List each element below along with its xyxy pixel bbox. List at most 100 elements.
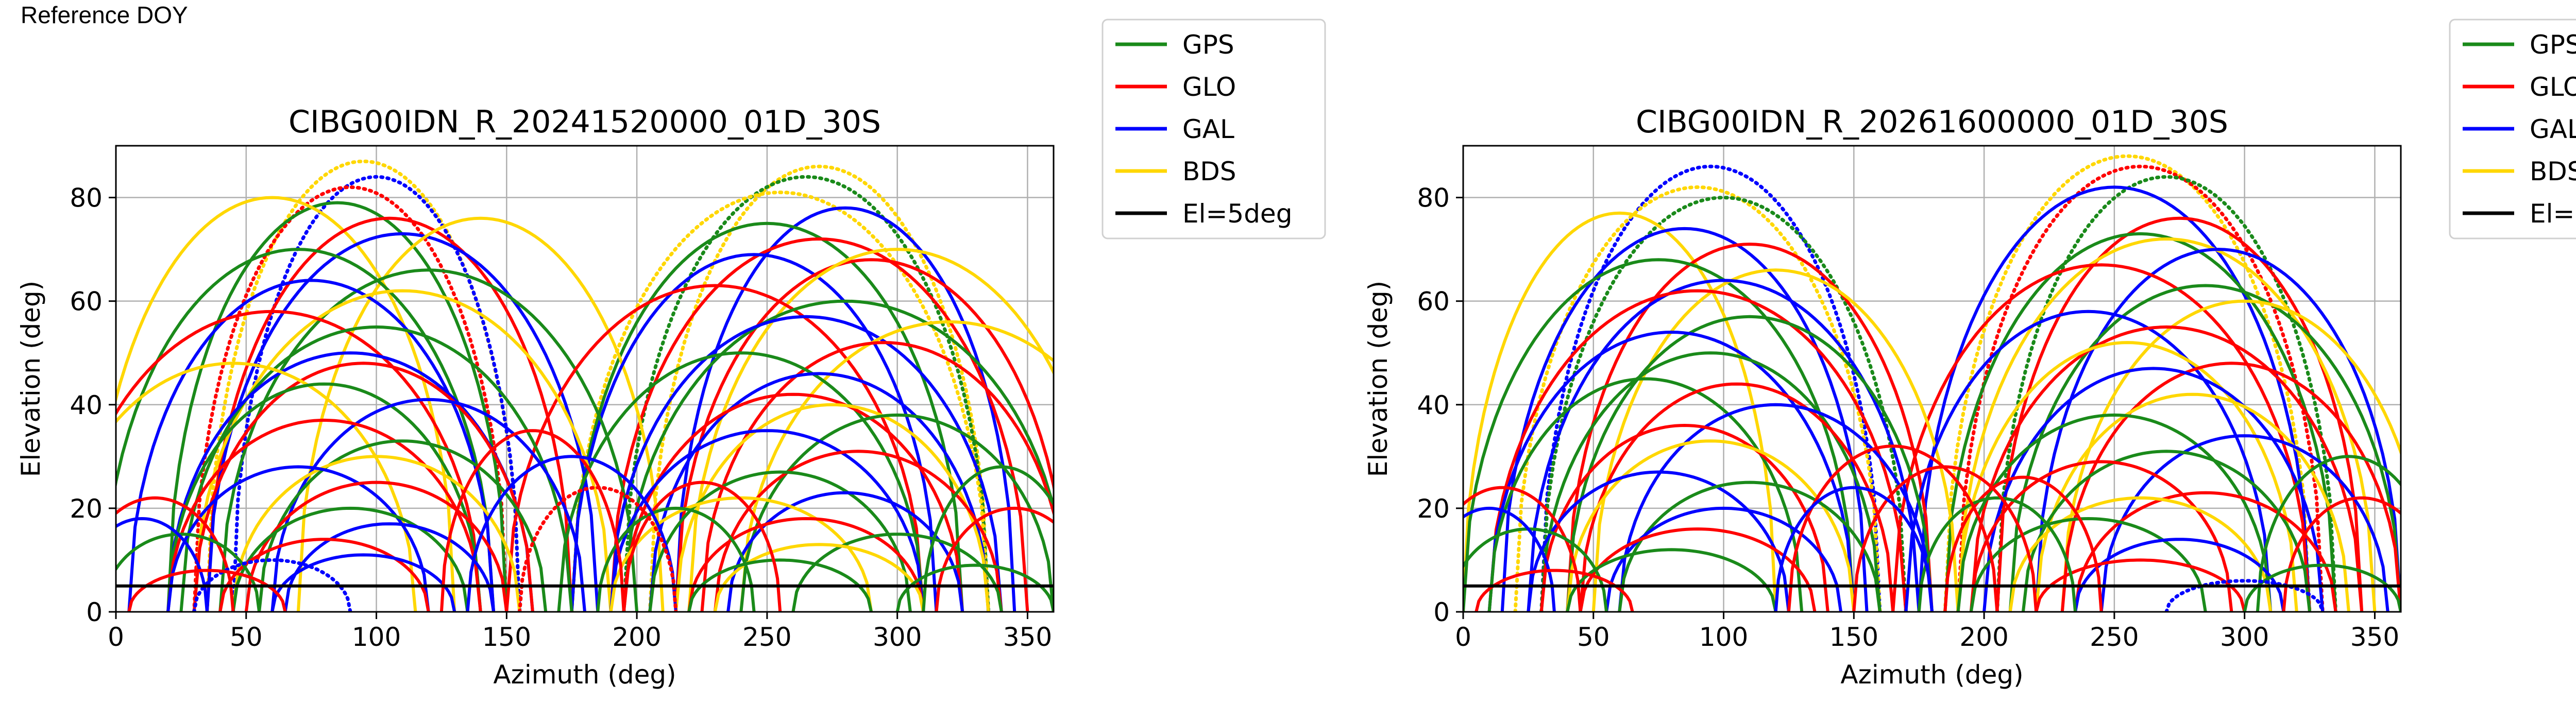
x-tick-label: 350 bbox=[1003, 622, 1052, 652]
track-gps bbox=[2243, 563, 2401, 612]
track-gal bbox=[1527, 470, 1790, 612]
track-glo bbox=[713, 450, 1003, 612]
track-gps bbox=[1969, 517, 2207, 612]
chart-panel-1: 0 50 100 150 200 250 300 350 0 20 40 60 80 CIBG00IDN_… bbox=[16, 19, 1326, 690]
track-gal bbox=[570, 253, 938, 612]
track-gal bbox=[283, 522, 496, 612]
track-gps bbox=[166, 201, 509, 612]
track-gps bbox=[116, 533, 261, 612]
track-glo bbox=[1943, 475, 2103, 612]
track-gps bbox=[622, 299, 1054, 612]
track-bds bbox=[2060, 299, 2401, 612]
track-glo bbox=[1969, 325, 2364, 612]
track-bds bbox=[1943, 154, 2312, 612]
y-tick-label: 40 bbox=[1417, 390, 1450, 420]
axes-frame bbox=[115, 145, 1055, 613]
legend-label: GPS bbox=[1182, 30, 1234, 60]
track-gal bbox=[1539, 164, 1882, 612]
track-bds bbox=[2008, 496, 2273, 612]
track-gal bbox=[609, 315, 1003, 612]
track-gal bbox=[2074, 538, 2285, 612]
track-bds bbox=[192, 289, 613, 612]
track-gps bbox=[258, 439, 548, 612]
track-gps bbox=[596, 506, 756, 612]
track-gal bbox=[270, 398, 586, 612]
track-bds bbox=[570, 190, 991, 612]
legend-label: BDS bbox=[1182, 157, 1236, 186]
track-gal bbox=[648, 372, 990, 612]
legend-label: GPS bbox=[2530, 30, 2576, 60]
track-gps bbox=[116, 248, 496, 612]
x-tick-label: 300 bbox=[873, 622, 922, 652]
track-bds bbox=[1591, 268, 1960, 612]
track-gal bbox=[2164, 579, 2325, 612]
track-glo bbox=[674, 258, 1054, 612]
track-glo bbox=[2060, 362, 2401, 612]
track-glo bbox=[192, 362, 534, 612]
track-bds bbox=[2035, 392, 2350, 612]
track-gps bbox=[570, 221, 964, 612]
track-gps bbox=[1917, 496, 2077, 612]
legend-label: El=5deg bbox=[2530, 199, 2576, 229]
track-bds bbox=[1566, 439, 1856, 612]
track-glo bbox=[1995, 216, 2364, 612]
legend-label: GLO bbox=[1182, 72, 1236, 102]
track-gps bbox=[895, 563, 1054, 612]
plot-area bbox=[1463, 154, 2401, 612]
track-glo bbox=[205, 216, 573, 612]
x-tick-label: 350 bbox=[2350, 622, 2399, 652]
track-gal bbox=[674, 206, 1016, 612]
track-gal bbox=[1500, 227, 1869, 612]
y-tick-label: 40 bbox=[70, 390, 103, 420]
track-gps bbox=[166, 382, 482, 612]
track-glo bbox=[687, 517, 925, 612]
track-glo bbox=[700, 341, 1054, 612]
track-glo bbox=[1566, 243, 1934, 612]
track-glo bbox=[1463, 486, 1582, 612]
y-tick-label: 60 bbox=[70, 287, 103, 317]
track-glo bbox=[116, 496, 235, 612]
y-tick-label: 60 bbox=[1417, 287, 1450, 317]
track-gps bbox=[1487, 377, 1804, 612]
y-tick-label: 20 bbox=[70, 494, 103, 524]
legend-box bbox=[1101, 19, 1326, 239]
track-gps bbox=[231, 506, 469, 612]
track-glo bbox=[244, 481, 509, 612]
x-tick-label: 150 bbox=[1829, 622, 1878, 652]
track-gal bbox=[205, 232, 600, 612]
track-gps bbox=[922, 465, 1054, 612]
track-gal bbox=[1463, 506, 1556, 612]
track-glo bbox=[1475, 569, 1634, 612]
track-glo bbox=[1579, 382, 1895, 612]
track-glo bbox=[935, 506, 1054, 612]
legend-label: GAL bbox=[1182, 114, 1234, 144]
track-gal bbox=[466, 455, 677, 612]
chart-title: CIBG00IDN_R_20241520000_01D_30S bbox=[289, 104, 881, 140]
track-gps bbox=[2008, 284, 2401, 612]
track-bds bbox=[1956, 341, 2298, 612]
x-tick-label: 250 bbox=[742, 622, 791, 652]
track-bds bbox=[648, 164, 991, 612]
x-tick-label: 250 bbox=[2090, 622, 2139, 652]
track-gal bbox=[1618, 403, 1934, 612]
track-gal bbox=[270, 553, 456, 612]
track-bds bbox=[674, 403, 990, 612]
track-gps bbox=[739, 413, 1054, 612]
track-gps bbox=[2256, 455, 2401, 612]
track-gal bbox=[231, 175, 522, 612]
legend-label: BDS bbox=[2530, 157, 2576, 186]
y-tick-label: 20 bbox=[1417, 494, 1450, 524]
track-bds bbox=[231, 455, 521, 612]
track-gal bbox=[1982, 367, 2325, 612]
track-gal bbox=[609, 429, 925, 612]
track-gal bbox=[192, 558, 352, 612]
track-bds bbox=[296, 216, 665, 612]
x-tick-label: 100 bbox=[1699, 622, 1748, 652]
track-gal bbox=[1917, 185, 2312, 612]
track-gps bbox=[1943, 232, 2337, 612]
x-tick-label: 0 bbox=[108, 622, 124, 652]
legend: GPS GLO GAL BDS El=5deg bbox=[2449, 19, 2576, 239]
chart-panel-2: 0 50 100 150 200 250 300 350 0 20 40 60 80 CIBG00IDN_… bbox=[1363, 19, 2576, 690]
x-tick-label: 300 bbox=[2220, 622, 2269, 652]
